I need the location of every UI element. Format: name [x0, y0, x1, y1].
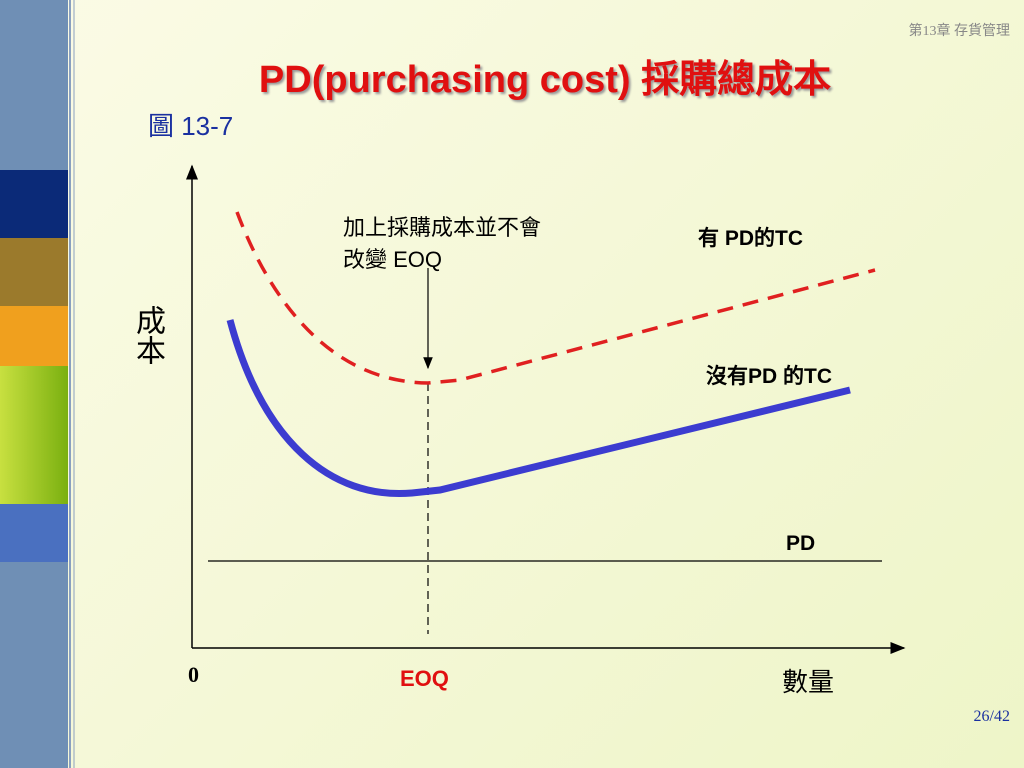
page-number: 26/42	[973, 708, 1010, 725]
eoq-label: EOQ	[400, 666, 449, 691]
chapter-label: 第13章 存貨管理	[908, 24, 1011, 39]
annotation-line: 改變 EOQ	[343, 247, 443, 272]
side-block	[0, 306, 68, 366]
tc-without-pd-curve	[226, 319, 851, 498]
curve-label: 有 PD的TC	[698, 227, 803, 250]
slide-title: PD(purchasing cost) 採購總成本	[258, 59, 832, 101]
tc-with-pd-curve	[235, 211, 876, 385]
x-axis-label: 數量	[782, 667, 835, 697]
figure-label: 圖 13-7	[148, 111, 234, 141]
curve-label: 沒有PD 的TC	[706, 365, 832, 388]
side-block	[0, 170, 68, 238]
pd-label: PD	[786, 532, 816, 555]
y-axis-label: 成本	[131, 305, 164, 365]
side-block	[0, 504, 68, 562]
side-block	[0, 366, 68, 504]
origin-label: 0	[188, 662, 199, 687]
side-block	[0, 238, 68, 306]
annotation-line: 加上採購成本並不會	[343, 215, 542, 240]
